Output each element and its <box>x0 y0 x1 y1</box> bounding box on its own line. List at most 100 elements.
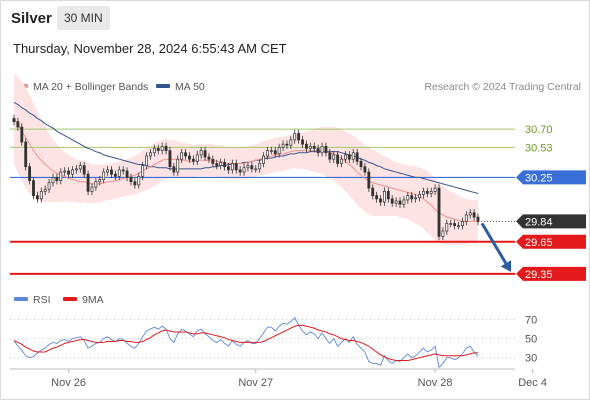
legend-label-9ma: 9MA <box>82 294 104 306</box>
candle <box>371 184 375 200</box>
forecast-arrow-head <box>500 260 512 272</box>
forecast-arrow-shaft <box>480 222 508 265</box>
candle <box>269 146 273 155</box>
price-legend: MA 20 + Bollinger Bands MA 50 <box>14 81 205 93</box>
candle <box>43 185 47 196</box>
candle-body <box>203 150 207 158</box>
candle-body <box>110 169 113 175</box>
candle <box>184 149 187 160</box>
candles <box>12 114 480 241</box>
candle-body <box>164 145 168 151</box>
candle-body <box>176 158 180 173</box>
candle <box>367 168 371 192</box>
candle-body <box>421 191 425 195</box>
candle <box>195 151 199 166</box>
candle-body <box>285 143 289 146</box>
candle <box>188 152 191 163</box>
candle <box>137 172 141 189</box>
candle-body <box>24 141 28 168</box>
candle-body <box>39 191 43 200</box>
x-axis: Nov 26 Nov 27 Nov 28 Dec 4 <box>51 369 547 389</box>
candle-body <box>445 223 449 232</box>
candle-body <box>102 171 106 180</box>
candle-body <box>468 212 472 216</box>
candle-body <box>305 143 308 149</box>
candle-body <box>47 182 51 190</box>
candle <box>382 187 386 206</box>
candle-body <box>375 195 379 200</box>
candle <box>24 138 28 171</box>
candle <box>168 146 172 171</box>
candle <box>28 162 32 185</box>
candle <box>344 151 347 163</box>
level-label-30.53: 30.53 <box>525 142 553 154</box>
candle <box>453 219 457 230</box>
candle <box>160 142 164 155</box>
candle <box>82 161 86 178</box>
candle-body <box>184 152 187 157</box>
candle-body <box>425 191 429 194</box>
candle-body <box>414 197 418 200</box>
level-tags: 30.70 30.53 30.25 29.84 29.65 29.35 <box>516 124 586 281</box>
candle <box>55 173 59 185</box>
candle-body <box>402 199 406 205</box>
candle-body <box>281 143 285 148</box>
candle-body <box>336 154 340 164</box>
candle-body <box>386 191 390 200</box>
candle-body <box>141 165 145 177</box>
candle-body <box>211 158 215 164</box>
candle-body <box>230 163 234 171</box>
level-tag-text-29.65: 29.65 <box>525 237 553 249</box>
candle-body <box>418 194 421 199</box>
candle <box>390 195 394 207</box>
timestamp: Thursday, November 28, 2024 6:55:43 AM C… <box>13 41 287 56</box>
candle-body <box>188 155 191 160</box>
candle-body <box>324 145 328 154</box>
candle <box>351 149 355 163</box>
candle <box>379 195 382 206</box>
candle <box>472 209 476 221</box>
candle-body <box>86 173 90 192</box>
candle <box>211 155 215 168</box>
candle <box>324 142 328 157</box>
candle <box>242 164 246 176</box>
candle-body <box>320 145 324 154</box>
candle <box>129 173 133 186</box>
candle <box>347 151 351 163</box>
price-levels <box>10 128 516 275</box>
candle-body <box>453 223 457 227</box>
candle <box>16 117 20 131</box>
candle <box>305 140 308 153</box>
candle <box>414 194 418 203</box>
candle <box>297 129 301 144</box>
candle-body <box>277 147 281 155</box>
candle-body <box>117 169 121 177</box>
candle <box>394 197 398 207</box>
candle-body <box>78 165 82 170</box>
candle <box>258 159 262 173</box>
candle <box>433 184 437 196</box>
candle-body <box>90 186 94 192</box>
candle <box>20 123 24 146</box>
candle <box>359 157 363 171</box>
chart-header: Silver 30 MIN <box>0 0 590 36</box>
candle-body <box>133 181 137 186</box>
candle-body <box>359 160 363 168</box>
candle-body <box>223 162 226 168</box>
candle-body <box>156 148 160 151</box>
candle <box>47 179 51 193</box>
candle-body <box>457 225 460 228</box>
level-tag-29.84 <box>516 214 586 229</box>
candle-body <box>20 126 24 143</box>
candle <box>110 166 113 178</box>
candle-body <box>464 214 468 222</box>
level-tag-30.25 <box>516 170 586 185</box>
candle <box>246 161 250 172</box>
x-tick-label-0: Nov 26 <box>51 377 86 389</box>
candle <box>293 129 297 144</box>
timeframe-badge[interactable]: 30 MIN <box>57 6 110 30</box>
candle <box>312 142 316 153</box>
candle <box>340 155 343 168</box>
candle-body <box>297 133 301 141</box>
candle-body <box>121 169 125 172</box>
